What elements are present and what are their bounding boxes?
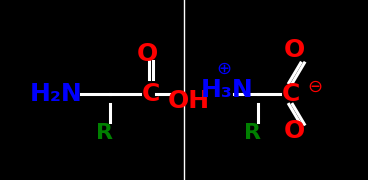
Text: ⊕: ⊕ bbox=[216, 59, 231, 77]
Text: C: C bbox=[142, 82, 160, 106]
Text: H₂N: H₂N bbox=[29, 82, 82, 106]
Text: C: C bbox=[282, 82, 300, 106]
Text: O: O bbox=[137, 42, 158, 66]
Text: OH: OH bbox=[167, 89, 209, 113]
Text: R: R bbox=[244, 123, 261, 143]
Text: H₃N: H₃N bbox=[201, 78, 253, 102]
Text: O: O bbox=[284, 119, 305, 143]
Text: R: R bbox=[96, 123, 113, 143]
Text: ⊖: ⊖ bbox=[307, 77, 322, 95]
Text: O: O bbox=[284, 38, 305, 62]
